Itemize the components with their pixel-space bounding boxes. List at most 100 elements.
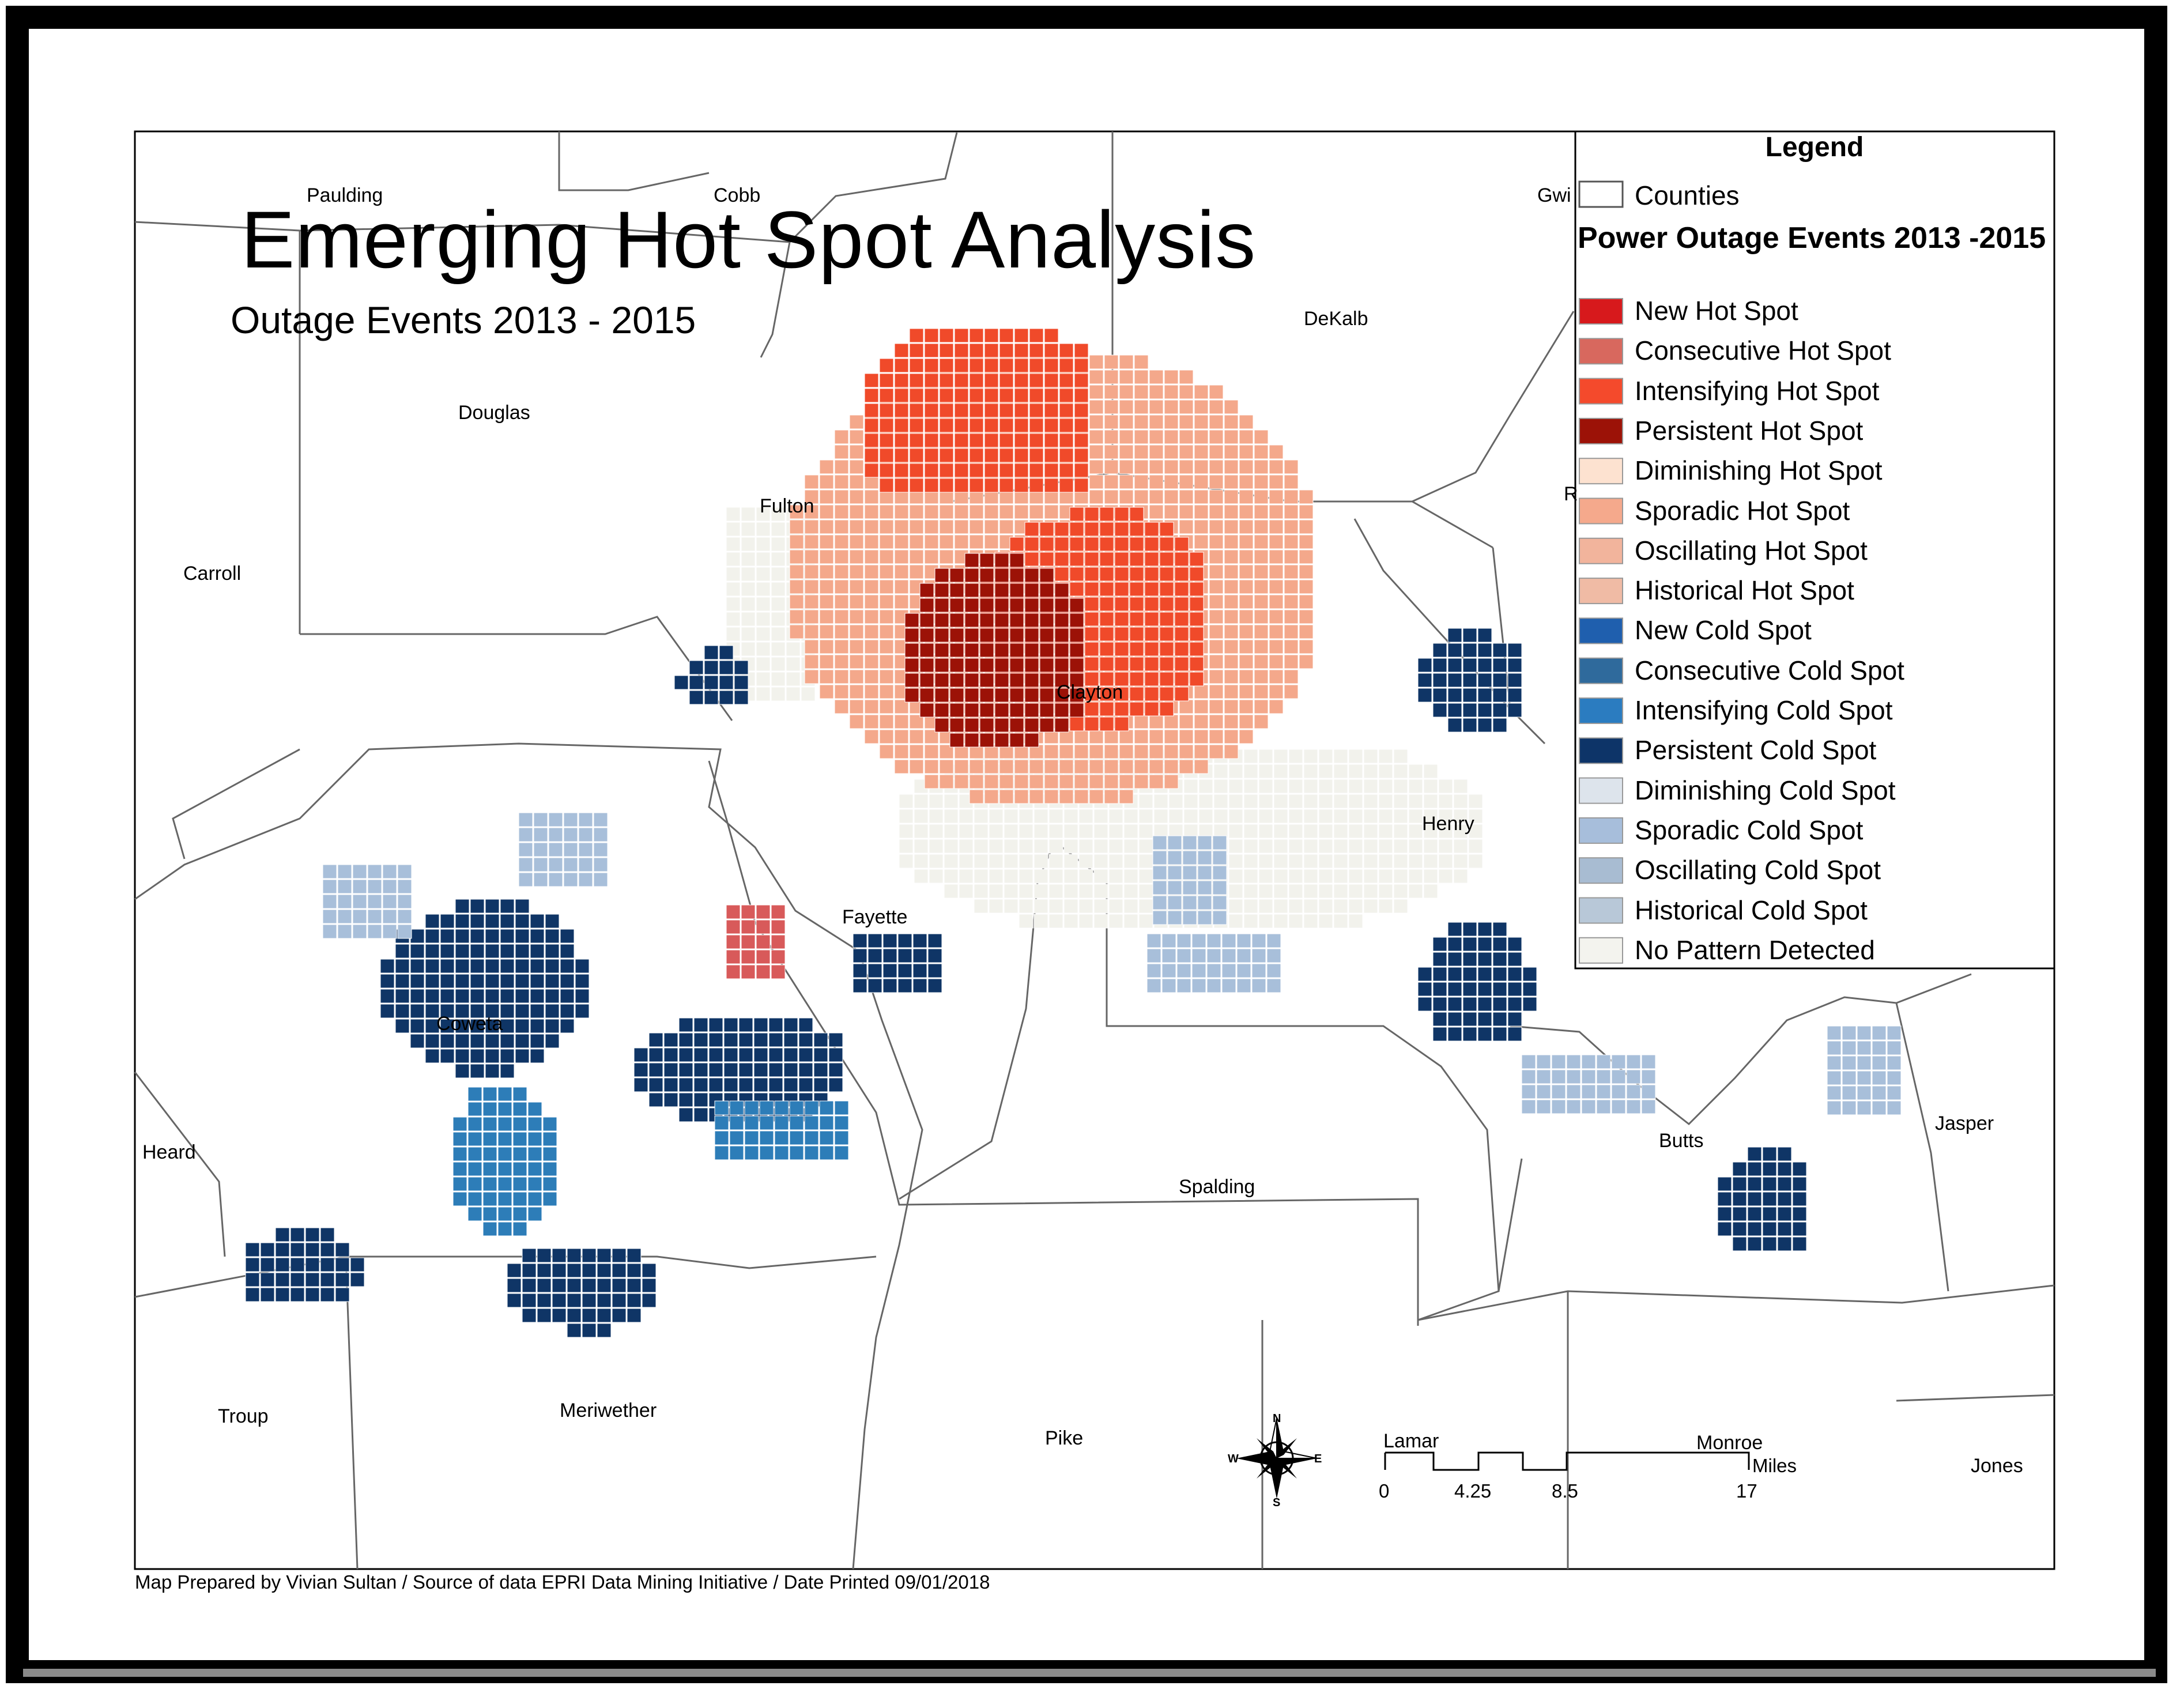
spot-cell xyxy=(530,974,545,989)
spot-cell xyxy=(864,684,879,699)
spot-cell xyxy=(1303,764,1318,779)
spot-cell xyxy=(1378,794,1393,809)
spot-cell xyxy=(1164,414,1179,429)
spot-cell xyxy=(849,459,864,474)
spot-cell xyxy=(934,643,949,658)
spot-cell xyxy=(1243,824,1258,839)
spot-cell xyxy=(1477,937,1492,952)
spot-cell xyxy=(678,1032,693,1047)
spot-cell xyxy=(467,1147,482,1161)
spot-cell xyxy=(1179,444,1194,459)
spot-cell xyxy=(1318,779,1333,794)
spot-cell xyxy=(819,609,834,624)
spot-cell xyxy=(1069,658,1084,673)
spot-cell xyxy=(1149,774,1164,789)
spot-cell xyxy=(1303,854,1318,869)
spot-cell xyxy=(1224,414,1239,429)
spot-cell xyxy=(1762,1161,1777,1176)
spot-cell xyxy=(897,978,912,993)
spot-cell xyxy=(1348,914,1363,929)
spot-cell xyxy=(964,583,979,598)
spot-cell xyxy=(500,989,515,1004)
spot-cell xyxy=(512,1117,527,1132)
spot-cell xyxy=(1417,982,1432,997)
spot-cell xyxy=(1239,654,1254,669)
spot-cell xyxy=(1318,764,1333,779)
spot-cell xyxy=(1284,519,1299,534)
spot-cell xyxy=(1432,997,1447,1012)
spot-cell xyxy=(1039,552,1054,567)
spot-cell xyxy=(1167,910,1182,925)
spot-cell xyxy=(1194,444,1209,459)
spot-cell xyxy=(804,504,819,519)
spot-cell xyxy=(879,534,894,549)
spot-cell xyxy=(719,660,734,675)
spot-cell xyxy=(1213,809,1228,824)
county-label-rockdale: R xyxy=(1564,483,1578,505)
spot-cell xyxy=(470,1034,485,1049)
spot-cell xyxy=(999,504,1014,519)
spot-cell xyxy=(260,1272,275,1287)
spot-cell xyxy=(1063,914,1078,929)
spot-cell xyxy=(1179,399,1194,414)
spot-cell xyxy=(542,1176,557,1191)
spot-cell xyxy=(560,989,575,1004)
spot-cell xyxy=(849,639,864,654)
spot-cell xyxy=(1146,963,1161,978)
spot-cell xyxy=(1438,854,1453,869)
spot-cell xyxy=(834,519,849,534)
spot-cell xyxy=(1318,824,1333,839)
spot-cell xyxy=(1393,749,1408,764)
spot-cell xyxy=(1104,489,1119,504)
spot-cell xyxy=(714,1145,729,1160)
spot-cell xyxy=(1179,369,1194,384)
spot-cell xyxy=(1423,854,1438,869)
spot-cell xyxy=(290,1242,305,1257)
spot-cell xyxy=(1423,809,1438,824)
spot-cell xyxy=(1048,869,1063,884)
spot-cell xyxy=(497,1132,512,1147)
spot-cell xyxy=(904,613,919,628)
spot-cell xyxy=(1146,978,1161,993)
spot-cell xyxy=(964,688,979,703)
spot-cell xyxy=(954,534,969,549)
spot-cell xyxy=(954,463,969,478)
spot-cell xyxy=(834,654,849,669)
spot-cell xyxy=(1174,657,1189,672)
spot-cell xyxy=(482,1147,497,1161)
map-subtitle: Outage Events 2013 - 2015 xyxy=(231,299,696,341)
spot-cell xyxy=(939,774,954,789)
spot-cell xyxy=(723,1062,738,1077)
spot-cell xyxy=(425,914,440,929)
spot-cell xyxy=(1159,687,1174,702)
spot-cell xyxy=(1641,1099,1656,1114)
spot-cell xyxy=(834,639,849,654)
spot-cell xyxy=(500,959,515,974)
spot-cell xyxy=(1492,952,1507,967)
spot-cell xyxy=(849,654,864,669)
spot-cell xyxy=(1423,884,1438,899)
spot-cell xyxy=(719,675,734,690)
spot-cell xyxy=(533,872,548,887)
spot-cell xyxy=(1039,537,1054,552)
spot-cell xyxy=(1887,1055,1902,1070)
spot-cell xyxy=(1872,1040,1887,1055)
spot-cell xyxy=(245,1272,260,1287)
spot-cell xyxy=(984,774,999,789)
legend-swatch-7 xyxy=(1579,578,1623,605)
spot-cell xyxy=(1468,809,1483,824)
spot-cell xyxy=(1004,839,1019,854)
spot-cell xyxy=(1378,869,1393,884)
spot-cell xyxy=(964,598,979,613)
spot-cell xyxy=(1209,654,1224,669)
spot-cell xyxy=(834,564,849,579)
spot-cell xyxy=(1842,1100,1857,1115)
spot-cell xyxy=(455,989,470,1004)
spot-cell xyxy=(914,794,929,809)
spot-cell xyxy=(1611,1054,1626,1069)
spot-cell xyxy=(974,899,989,914)
spot-cell xyxy=(1099,567,1114,582)
spot-cell xyxy=(771,672,786,687)
spot-cell xyxy=(924,343,939,358)
spot-cell xyxy=(1059,774,1074,789)
